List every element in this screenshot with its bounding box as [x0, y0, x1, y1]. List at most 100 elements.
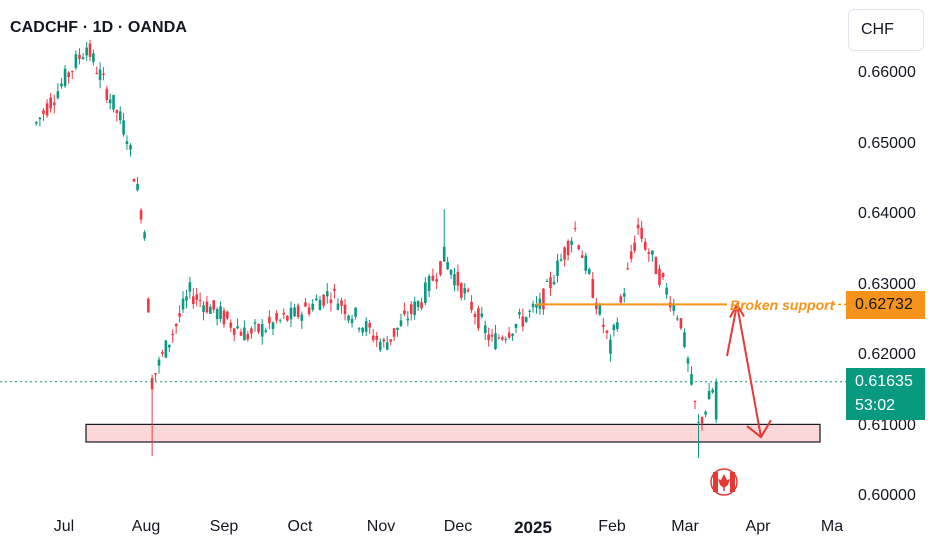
- candle-body: [683, 332, 686, 347]
- candle-body: [494, 333, 497, 350]
- candle-body: [570, 240, 573, 245]
- candle-body: [63, 68, 67, 87]
- candle-body: [232, 328, 236, 335]
- candle-body: [563, 247, 566, 260]
- candle-body: [56, 91, 60, 99]
- candle-body: [136, 184, 139, 191]
- candle-body: [215, 309, 219, 320]
- candle-body: [161, 352, 164, 354]
- candle-body: [483, 325, 487, 334]
- candle-body: [236, 326, 239, 329]
- candle-body: [350, 318, 354, 324]
- candle-body: [435, 279, 438, 282]
- candle-body: [658, 268, 661, 285]
- candle-body: [629, 251, 633, 259]
- candle-body: [318, 299, 322, 311]
- candle-body: [470, 301, 473, 310]
- candle-body: [672, 304, 676, 311]
- candle-body: [396, 327, 399, 330]
- flag-shape: [713, 472, 718, 492]
- candle-body: [260, 324, 264, 337]
- demand-zone: [85, 423, 821, 443]
- candle-body: [340, 300, 343, 306]
- currency-selector[interactable]: CHF: [848, 9, 924, 51]
- candle-body: [514, 324, 518, 328]
- candle-body: [439, 261, 442, 275]
- candle-body: [275, 313, 278, 321]
- candle-body: [473, 314, 477, 317]
- candle-body: [409, 304, 413, 314]
- candle-body: [154, 373, 157, 375]
- candle-body: [446, 261, 449, 270]
- projection-arrowhead-up: [729, 302, 745, 319]
- candle-body: [38, 117, 42, 120]
- candle-body: [95, 72, 99, 74]
- time-tick-label: Oct: [287, 518, 313, 535]
- candle-body: [535, 303, 538, 308]
- price-tick-label: 0.65000: [858, 134, 916, 152]
- candle-body: [416, 301, 420, 308]
- candle-body: [185, 296, 188, 301]
- candle-body: [307, 307, 311, 314]
- candle-body: [243, 327, 246, 341]
- candle-body: [315, 298, 318, 301]
- candle-body: [406, 318, 410, 321]
- candle-body: [35, 122, 38, 124]
- candle-body: [219, 306, 222, 320]
- candle-body: [122, 120, 125, 135]
- candle-body: [651, 250, 654, 255]
- candle-body: [125, 141, 129, 144]
- candle-body: [81, 57, 85, 60]
- candle-body: [112, 94, 115, 110]
- candle-body: [595, 302, 598, 310]
- candle-body: [466, 289, 470, 292]
- candle-body: [139, 210, 143, 220]
- candle-body: [143, 232, 146, 239]
- candle-body: [371, 335, 375, 341]
- candle-body: [364, 321, 368, 332]
- candle-body: [289, 307, 293, 320]
- candle-body: [311, 303, 315, 310]
- candle-body: [209, 306, 212, 314]
- candle-body: [531, 303, 535, 308]
- price-tick-label: 0.66000: [858, 64, 916, 81]
- candle-body: [67, 72, 70, 78]
- candle-body: [118, 111, 122, 121]
- candle-body: [333, 288, 336, 291]
- candle-body: [192, 296, 195, 305]
- candle-body: [591, 279, 595, 298]
- candle-body: [661, 273, 665, 278]
- candle-body: [501, 337, 504, 340]
- canada-flag-icon[interactable]: [710, 468, 738, 496]
- candle-body: [518, 312, 521, 315]
- support-price-tag: 0.62732: [846, 291, 925, 319]
- candle-body: [427, 276, 431, 291]
- candle-body: [399, 320, 403, 327]
- candle-body: [507, 332, 511, 338]
- candle-body: [157, 359, 161, 366]
- candle-body: [626, 268, 630, 270]
- candle-body: [357, 328, 361, 330]
- projection-arrow-path: [726, 304, 762, 438]
- candle-body: [711, 389, 714, 393]
- time-tick-label: Mar: [671, 518, 699, 535]
- candle-body: [420, 302, 423, 309]
- candle-body: [556, 260, 559, 276]
- candle-body: [88, 43, 92, 57]
- candle-body: [343, 304, 347, 315]
- candle-body: [239, 331, 243, 336]
- candle-body: [202, 305, 205, 312]
- candle-body: [205, 301, 209, 313]
- candle-body: [300, 314, 304, 321]
- candle-body: [707, 391, 711, 400]
- price-tick-label: 0.60000: [858, 487, 916, 504]
- candle-body: [686, 358, 690, 364]
- candle-body: [105, 88, 109, 100]
- candle-body: [164, 340, 168, 358]
- candle-body: [490, 334, 494, 337]
- candle-body: [679, 318, 683, 329]
- symbol-title[interactable]: CADCHF · 1D · OANDA: [10, 19, 188, 36]
- candle-body: [354, 307, 357, 317]
